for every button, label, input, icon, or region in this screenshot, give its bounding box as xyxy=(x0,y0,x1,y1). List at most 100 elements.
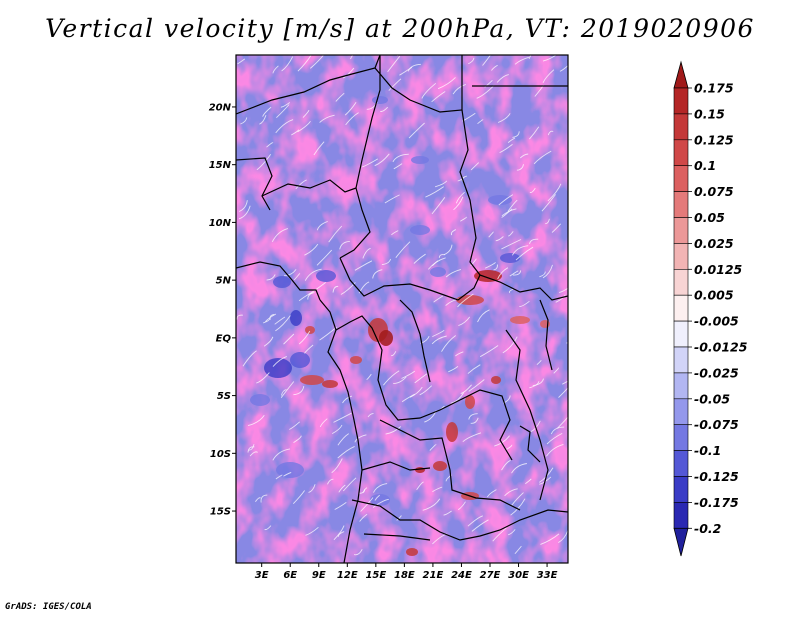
contour-line xyxy=(385,426,402,435)
downdraft-patch xyxy=(250,394,270,406)
contour-line xyxy=(413,253,426,264)
x-tick-label: 15E xyxy=(365,570,386,581)
vertical-velocity-field xyxy=(236,55,568,563)
y-tick-label: 10S xyxy=(210,449,231,460)
colorbar-label: 0.15 xyxy=(694,106,725,121)
contour-line xyxy=(529,238,539,245)
contour-line xyxy=(298,292,314,302)
contour-line xyxy=(304,243,319,256)
contour-line xyxy=(255,497,261,502)
contour-line xyxy=(396,515,402,521)
colorbar-swatch xyxy=(673,268,689,296)
country-borders xyxy=(236,55,568,563)
y-tick-label: 10N xyxy=(209,218,232,229)
colorbar-swatch xyxy=(673,113,689,141)
x-tick-label: 24E xyxy=(451,570,472,581)
downdraft-patch xyxy=(290,310,302,326)
contour-line xyxy=(260,494,268,503)
colorbar-label: -0.125 xyxy=(694,469,739,484)
contour-line xyxy=(284,269,297,277)
colorbar: 0.175 0.15 0.125 0.1 0.075 0.05 0.025 0.0125 0.0… xyxy=(673,60,748,557)
contour-line xyxy=(541,194,556,212)
contour-line xyxy=(470,162,480,171)
contour-line xyxy=(509,270,519,277)
contour-line xyxy=(468,57,475,65)
contour-line xyxy=(479,345,499,358)
colorbar-label: -0.05 xyxy=(694,391,730,406)
contour-line xyxy=(547,130,554,136)
contour-line xyxy=(514,545,522,555)
contour-line xyxy=(302,109,310,118)
contour-line xyxy=(359,513,368,522)
credit-text: GrADS: IGES/COLA xyxy=(5,602,92,612)
colorbar-label: -0.025 xyxy=(694,365,739,380)
contour-line xyxy=(507,231,514,237)
downdraft-patch xyxy=(488,195,512,205)
contour-line xyxy=(519,153,529,159)
contour-line xyxy=(275,119,294,134)
contour-line xyxy=(354,434,367,443)
contour-line xyxy=(515,246,534,261)
colorbar-swatch xyxy=(673,60,689,89)
contour-line xyxy=(498,194,514,206)
contour-line xyxy=(238,200,248,212)
colorbar-label: -0.0125 xyxy=(694,340,748,355)
contour-line xyxy=(381,258,391,266)
contour-line xyxy=(407,63,421,72)
colorbar-swatch xyxy=(673,165,689,192)
colorbar-swatch xyxy=(673,243,689,270)
contour-line xyxy=(528,55,532,59)
colorbar-swatch xyxy=(673,398,689,425)
colorbar-label: -0.175 xyxy=(694,495,739,510)
updraft-patch xyxy=(446,422,458,442)
contour-line xyxy=(546,432,563,445)
contour-line xyxy=(443,244,453,256)
contour-line xyxy=(293,386,305,396)
contour-line xyxy=(292,490,305,505)
contour-line xyxy=(443,510,452,516)
contour-line xyxy=(391,230,399,236)
contour-line xyxy=(558,287,568,293)
contour-line xyxy=(393,163,403,170)
border-line xyxy=(261,179,357,197)
contour-line xyxy=(304,344,314,354)
contour-line xyxy=(533,150,552,165)
contour-line xyxy=(333,525,345,541)
updraft-patch xyxy=(415,467,425,473)
contour-line xyxy=(338,484,346,493)
contour-line xyxy=(477,119,484,125)
chart-title: Vertical velocity [m/s] at 200hPa, VT: 2… xyxy=(45,14,755,43)
contour-line xyxy=(259,115,267,125)
contour-line xyxy=(293,272,301,281)
contour-line xyxy=(455,351,464,357)
contour-line xyxy=(316,220,328,231)
contour-line xyxy=(350,55,354,60)
contour-line xyxy=(453,196,464,211)
lake-shore xyxy=(519,425,541,463)
contour-line xyxy=(470,258,477,267)
contour-line xyxy=(510,498,526,516)
contour-line xyxy=(298,330,311,345)
contour-line xyxy=(247,446,255,453)
colorbar-swatch xyxy=(673,527,689,557)
contour-line xyxy=(499,144,513,154)
contour-line xyxy=(249,451,258,457)
contour-line xyxy=(462,432,482,443)
contour-line xyxy=(383,370,400,386)
contour-line xyxy=(508,529,516,536)
contour-line xyxy=(457,176,465,182)
contour-line xyxy=(468,413,478,420)
contour-line xyxy=(555,294,566,303)
downdraft-patch xyxy=(316,270,336,282)
contour-line xyxy=(467,364,481,374)
contour-line xyxy=(529,187,536,193)
contour-line xyxy=(540,533,560,545)
colorbar-label: -0.075 xyxy=(694,417,739,432)
contour-line xyxy=(304,268,322,281)
contour-line xyxy=(387,55,401,73)
contour-line xyxy=(529,126,540,140)
contour-line xyxy=(316,249,333,266)
contour-line xyxy=(240,117,248,125)
contour-line xyxy=(319,418,328,428)
